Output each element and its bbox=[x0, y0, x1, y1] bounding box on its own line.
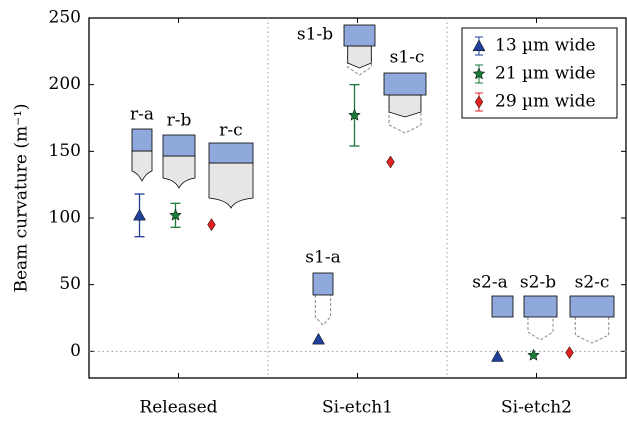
beam-body bbox=[209, 163, 253, 208]
beam-label: s2-a bbox=[472, 273, 507, 293]
beam-top bbox=[209, 143, 253, 163]
y-tick-label: 50 bbox=[59, 274, 81, 294]
y-axis-label: Beam curvature (m⁻¹) bbox=[12, 103, 32, 292]
beam-top bbox=[570, 296, 614, 317]
beam-top bbox=[384, 73, 426, 95]
y-tick-label: 250 bbox=[49, 8, 81, 28]
beam-label: r-b bbox=[167, 111, 192, 131]
legend-label: 21 µm wide bbox=[495, 64, 596, 84]
marker bbox=[387, 156, 395, 168]
beam-label: r-c bbox=[219, 121, 242, 141]
x-tick-label: Si-etch2 bbox=[501, 398, 572, 418]
beam-top bbox=[524, 296, 557, 317]
y-tick-label: 100 bbox=[49, 208, 81, 228]
beam-label: s2-c bbox=[575, 273, 610, 293]
marker bbox=[134, 209, 146, 220]
marker bbox=[492, 351, 504, 362]
beam-body bbox=[389, 95, 421, 117]
beam-top bbox=[132, 129, 152, 151]
marker bbox=[528, 349, 539, 360]
beam-label: s1-c bbox=[390, 48, 425, 68]
beam-top bbox=[163, 135, 195, 156]
beam-outline bbox=[528, 317, 553, 340]
y-tick-label: 0 bbox=[70, 341, 81, 361]
beam-top bbox=[344, 25, 375, 46]
legend-label: 29 µm wide bbox=[495, 92, 596, 112]
y-tick-label: 150 bbox=[49, 141, 81, 161]
beam-label: r-a bbox=[130, 105, 154, 125]
beam-body bbox=[132, 151, 152, 181]
marker bbox=[566, 347, 574, 359]
beam-label: s1-b bbox=[297, 25, 333, 45]
beam-outline bbox=[315, 295, 330, 325]
legend-label: 13 µm wide bbox=[495, 36, 596, 56]
beam-label: s1-a bbox=[305, 248, 340, 268]
beam-body bbox=[163, 156, 195, 188]
y-tick-label: 200 bbox=[49, 74, 81, 94]
marker bbox=[208, 219, 216, 231]
x-tick-label: Si-etch1 bbox=[322, 398, 393, 418]
marker bbox=[313, 333, 325, 344]
beam-outline bbox=[575, 317, 608, 343]
beam-label: s2-b bbox=[520, 273, 556, 293]
x-tick-label: Released bbox=[139, 398, 217, 418]
beam-top bbox=[492, 296, 513, 317]
beam-body bbox=[348, 46, 372, 68]
beam-top bbox=[313, 273, 333, 295]
chart: Beam curvature (m⁻¹) 0 50 100 150 200 250 Rele… bbox=[0, 0, 627, 422]
